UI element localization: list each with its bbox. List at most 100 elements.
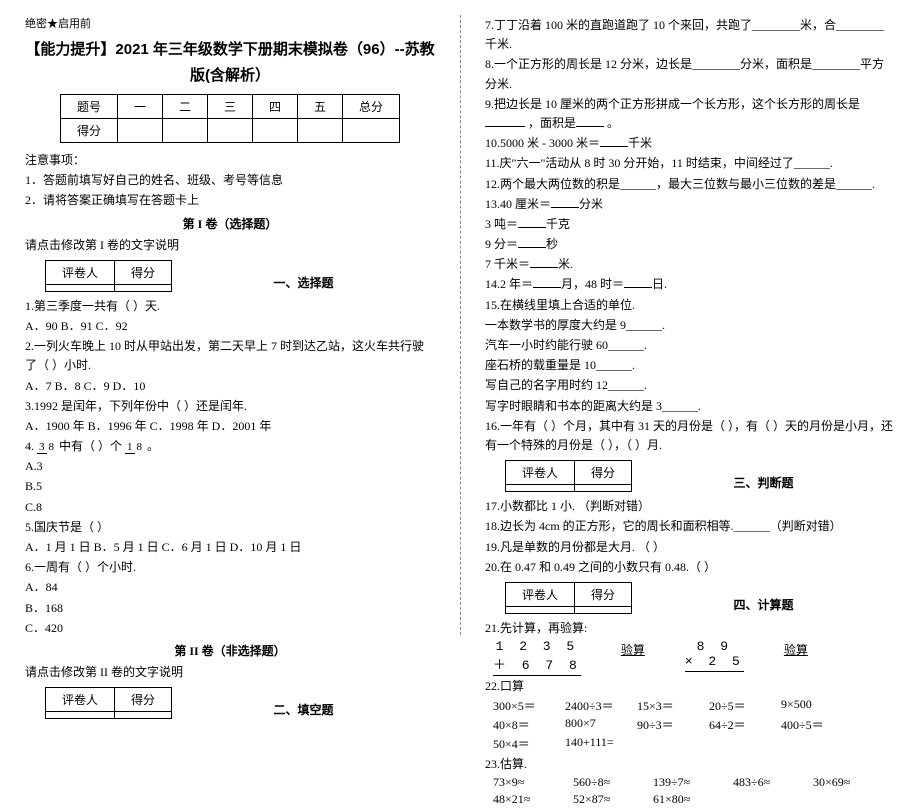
- score-table: 题号 一 二 三 四 五 总分 得分: [60, 94, 400, 143]
- q4-opt-b: B.5: [25, 477, 435, 496]
- blank[interactable]: [518, 215, 546, 228]
- q11: 11.庆"六一"活动从 8 时 30 分开始，11 时结束，中间经过了_____…: [485, 154, 895, 173]
- reviewer-table-3: 评卷人得分: [505, 460, 632, 492]
- part2-instruction: 请点击修改第 II 卷的文字说明: [25, 663, 435, 682]
- blank[interactable]: [530, 255, 558, 268]
- q6-opt-b: B．168: [25, 599, 435, 618]
- est-item: 52×87≈: [573, 792, 653, 807]
- oral-item: 800×7: [565, 716, 637, 733]
- calc-underline: [493, 675, 581, 676]
- blank[interactable]: [533, 275, 561, 288]
- q19: 19.凡是单数的月份都是大月. （ ）: [485, 538, 895, 557]
- estimate-grid: 73×9≈ 560÷8≈ 139÷7≈ 483÷6≈ 30×69≈ 48×21≈…: [493, 775, 895, 809]
- oral-item: 40×8＝: [493, 716, 565, 733]
- q6-opt-a: A．84: [25, 578, 435, 597]
- score-row-label: 得分: [60, 119, 117, 143]
- blank[interactable]: [576, 114, 604, 127]
- notice-item: 2．请将答案正确填写在答题卡上: [25, 191, 435, 210]
- right-column: 7.丁丁沿着 100 米的直跑道跑了 10 个来回，共跑了________米，合…: [460, 0, 920, 650]
- q7: 7.丁丁沿着 100 米的直跑道跑了 10 个来回，共跑了________米，合…: [485, 16, 895, 54]
- q15b: 汽车一小时约能行驶 60______.: [485, 336, 895, 355]
- q13b: 3 吨＝千克: [485, 215, 895, 234]
- exam-title: 【能力提升】2021 年三年级数学下册期末模拟卷（96）--苏教版(含解析）: [25, 37, 435, 88]
- q15e: 写字时眼睛和书本的距离大约是 3______.: [485, 397, 895, 416]
- part1-instruction: 请点击修改第 I 卷的文字说明: [25, 236, 435, 255]
- score-cell[interactable]: [207, 119, 252, 143]
- oral-item: 2400÷3＝: [565, 697, 637, 714]
- est-item: 73×9≈: [493, 775, 573, 790]
- score-header: 题号: [60, 95, 117, 119]
- reviewer-cell[interactable]: [46, 712, 115, 719]
- q6-stem: 6.一周有（ ）个小时.: [25, 558, 435, 577]
- fraction: 18: [125, 442, 144, 453]
- est-item: 61×80≈: [653, 792, 733, 807]
- calc-underline: [685, 671, 744, 672]
- reviewer-cell[interactable]: [506, 485, 575, 492]
- reviewer-table: 评卷人 得分: [45, 260, 172, 292]
- q5-stem: 5.国庆节是（ ）: [25, 518, 435, 537]
- reviewer-label: 评卷人: [506, 461, 575, 485]
- calc-1: 1 2 3 5 ＋ 6 7 8: [493, 639, 581, 676]
- reviewer-cell[interactable]: [46, 284, 115, 291]
- q1-stem: 1.第三季度一共有（ ）天.: [25, 297, 435, 316]
- q3-options: A．1900 年 B．1996 年 C．1998 年 D．2001 年: [25, 417, 435, 436]
- q17: 17.小数都比 1 小. （判断对错）: [485, 497, 895, 516]
- q9: 9.把边长是 10 厘米的两个正方形拼成一个长方形，这个长方形的周长是 ，面积是…: [485, 95, 895, 133]
- oral-item: 400÷5＝: [781, 716, 853, 733]
- q5-options: A．1 月 1 日 B．5 月 1 日 C．6 月 1 日 D．10 月 1 日: [25, 538, 435, 557]
- oral-item: 64÷2＝: [709, 716, 781, 733]
- blank[interactable]: [624, 275, 652, 288]
- score-header: 二: [162, 95, 207, 119]
- score-cell[interactable]: [575, 606, 632, 613]
- reviewer-table-4: 评卷人得分: [505, 582, 632, 614]
- score-cell[interactable]: [343, 119, 400, 143]
- verify-label: 验算: [784, 639, 808, 676]
- left-column: 绝密★启用前 【能力提升】2021 年三年级数学下册期末模拟卷（96）--苏教版…: [0, 0, 460, 650]
- score-cell[interactable]: [162, 119, 207, 143]
- secret-label: 绝密★启用前: [25, 15, 435, 31]
- score-cell[interactable]: [298, 119, 343, 143]
- q23: 23.估算.: [485, 755, 895, 774]
- page: 绝密★启用前 【能力提升】2021 年三年级数学下册期末模拟卷（96）--苏教版…: [0, 0, 920, 650]
- q16: 16.一年有（ ）个月，其中有 31 天的月份是（ ），有（ ）天的月份是小月，…: [485, 417, 895, 455]
- score-label: 得分: [115, 260, 172, 284]
- q4-opt-c: C.8: [25, 498, 435, 517]
- q6-opt-c: C．420: [25, 619, 435, 638]
- q14: 14.2 年＝月，48 时＝日.: [485, 275, 895, 294]
- verify-label: 验算: [621, 639, 645, 676]
- q4-tail: 。: [147, 439, 159, 453]
- q4-mid: 中有（ ）个: [59, 439, 122, 453]
- score-cell[interactable]: [115, 712, 172, 719]
- q15d: 写自己的名字用时约 12______.: [485, 376, 895, 395]
- score-cell[interactable]: [575, 485, 632, 492]
- reviewer-cell[interactable]: [506, 606, 575, 613]
- blank[interactable]: [485, 114, 525, 127]
- q4-opt-a: A.3: [25, 457, 435, 476]
- score-cell[interactable]: [117, 119, 162, 143]
- reviewer-table-2: 评卷人 得分: [45, 687, 172, 719]
- blank[interactable]: [600, 134, 628, 147]
- est-item: 30×69≈: [813, 775, 893, 790]
- q15a: 一本数学书的厚度大约是 9______.: [485, 316, 895, 335]
- score-label: 得分: [575, 582, 632, 606]
- q4-lead: 4.: [25, 439, 34, 453]
- blank[interactable]: [551, 195, 579, 208]
- score-cell[interactable]: [115, 284, 172, 291]
- oral-grid: 300×5＝ 2400÷3＝ 15×3＝ 20÷5＝ 9×500 40×8＝ 8…: [493, 697, 895, 754]
- q22: 22.口算: [485, 677, 895, 696]
- q4-stem: 4. 38 中有（ ）个 18 。: [25, 437, 435, 456]
- calc-block: 1 2 3 5 ＋ 6 7 8 验算 8 9 × 2 5 验算: [493, 639, 895, 676]
- est-item: 560÷8≈: [573, 775, 653, 790]
- q13a: 13.40 厘米＝分米: [485, 195, 895, 214]
- q1-options: A．90 B．91 C．92: [25, 317, 435, 336]
- reviewer-label: 评卷人: [46, 260, 115, 284]
- q3-stem: 3.1992 是闰年，下列年份中（ ）还是闰年.: [25, 397, 435, 416]
- oral-item: 300×5＝: [493, 697, 565, 714]
- q18: 18.边长为 4cm 的正方形，它的周长和面积相等.______（判断对错）: [485, 517, 895, 536]
- score-header: 总分: [343, 95, 400, 119]
- q15c: 座石桥的载重量是 10______.: [485, 356, 895, 375]
- q2-stem: 2.一列火车晚上 10 时从甲站出发，第二天早上 7 时到达乙站，这火车共行驶了…: [25, 337, 435, 375]
- q15: 15.在横线里填上合适的单位.: [485, 296, 895, 315]
- blank[interactable]: [518, 235, 546, 248]
- score-cell[interactable]: [253, 119, 298, 143]
